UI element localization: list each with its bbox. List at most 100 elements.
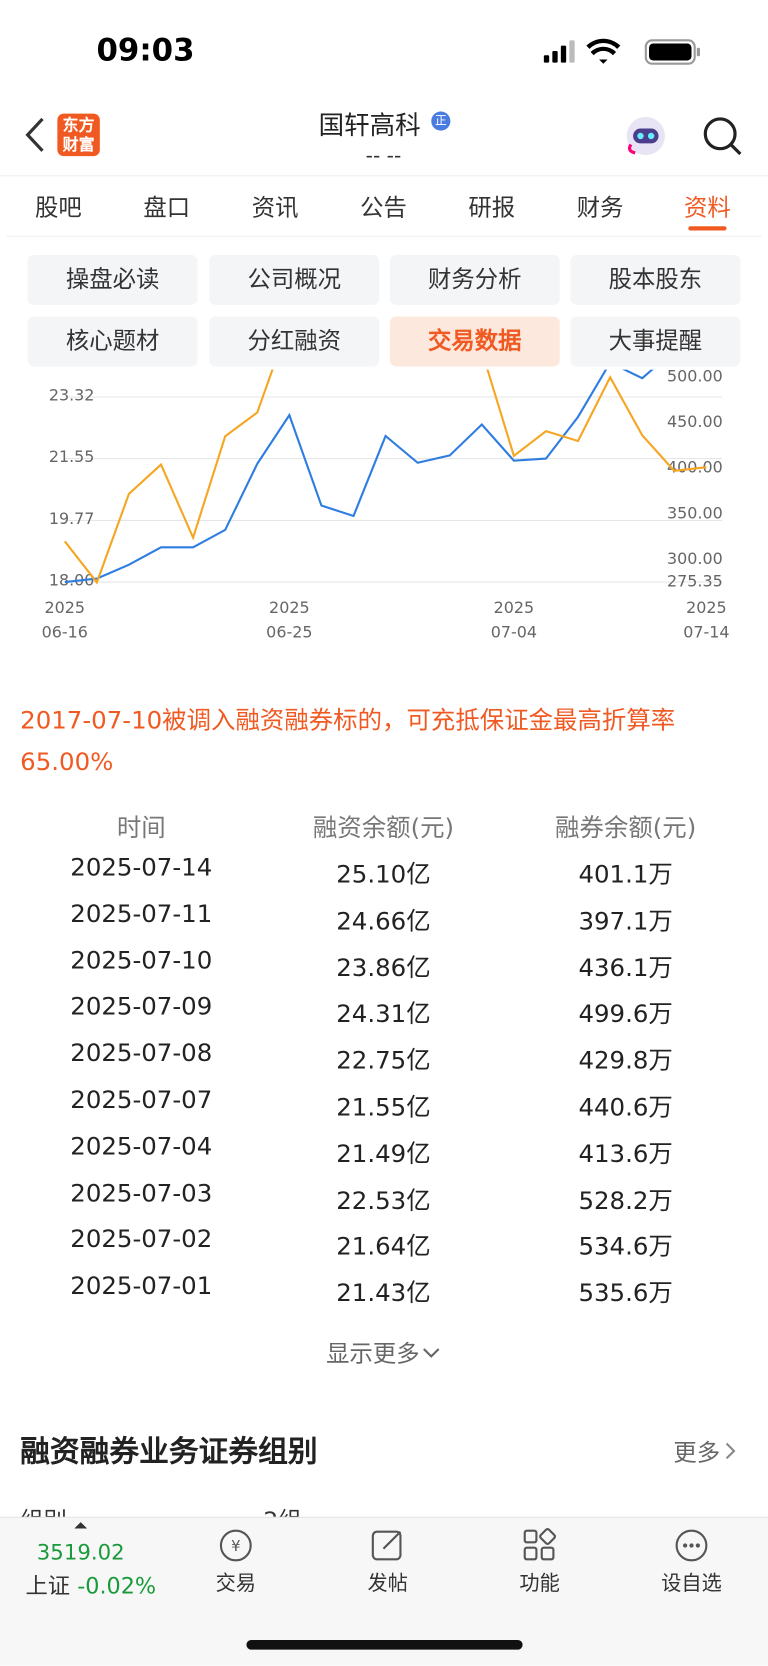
filter-button[interactable]: 分红融资 xyxy=(209,316,380,367)
table-cell: 429.8万 xyxy=(578,1047,673,1076)
series-line xyxy=(63,369,707,585)
table-cell: 397.1万 xyxy=(578,907,673,936)
divider xyxy=(6,235,762,237)
margin-note: 2017-07-10被调入融资融券标的，可充抵保证金最高折算率65.00% xyxy=(20,707,676,777)
nav-item[interactable]: 功能 xyxy=(519,1572,560,1596)
nav-item[interactable]: 发帖 xyxy=(367,1572,408,1596)
filter-button[interactable]: 财务分析 xyxy=(389,254,560,305)
table-cell: 2025-07-10 xyxy=(70,947,213,975)
stock-title: 国轩高科 xyxy=(318,110,421,141)
stock-price: -- -- xyxy=(365,144,402,168)
show-more[interactable]: 显示更多 xyxy=(326,1335,443,1369)
table-cell: 2025-07-01 xyxy=(70,1272,213,1301)
app-logo[interactable]: 东方 财富 xyxy=(57,113,100,157)
table-cell: 2025-07-11 xyxy=(70,900,213,929)
table-cell: 21.55亿 xyxy=(336,1094,431,1122)
x-tick-label: 2025 07-14 xyxy=(683,598,730,642)
table-cell: 21.49亿 xyxy=(336,1140,431,1169)
table-cell: 2025-07-09 xyxy=(70,993,213,1022)
filter-button[interactable]: 操盘必读 xyxy=(27,254,198,305)
table-cell: 534.6万 xyxy=(578,1233,673,1262)
series-line xyxy=(64,369,654,584)
y-tick-label: 18.00 xyxy=(49,571,95,590)
chevron xyxy=(423,1348,440,1358)
table-cell: 2025-07-08 xyxy=(70,1040,213,1068)
index-info[interactable]: 上证 -0.02% xyxy=(25,1569,156,1601)
table-cell: 22.53亿 xyxy=(336,1187,431,1215)
status-time: 09:03 xyxy=(96,31,195,68)
filter-button[interactable]: 核心题材 xyxy=(27,316,198,367)
table-cell: 2025-07-07 xyxy=(70,1086,213,1115)
table-cell: 25.10亿 xyxy=(336,861,431,890)
y2-tick-label: 450.00 xyxy=(667,412,723,431)
function-icon xyxy=(523,1528,557,1561)
nav-item[interactable]: 设自选 xyxy=(661,1572,722,1596)
section-more[interactable]: 更多 xyxy=(673,1434,739,1468)
search-button[interactable] xyxy=(701,115,743,157)
table-cell: 528.2万 xyxy=(578,1187,673,1215)
y-tick-label: 23.32 xyxy=(49,385,95,404)
table-cell: 24.66亿 xyxy=(336,907,431,936)
y2-tick-label: 350.00 xyxy=(667,503,723,522)
up-arrow xyxy=(74,1522,88,1529)
logo-text: 财富 xyxy=(62,134,95,155)
table-header: 融券余额(元) xyxy=(555,814,697,843)
x-tick-label: 2025 06-16 xyxy=(41,598,88,642)
svg-text:¥: ¥ xyxy=(231,1537,240,1555)
chevron xyxy=(725,1442,736,1460)
tab[interactable]: 股吧 xyxy=(35,195,82,222)
filter-button[interactable]: 公司概况 xyxy=(209,254,380,305)
table-header: 融资余额(元) xyxy=(312,814,455,843)
nav-item[interactable]: 交易 xyxy=(215,1572,256,1596)
table-cell: 24.31亿 xyxy=(336,1001,431,1029)
x-tick-label: 2025 06-25 xyxy=(266,598,313,642)
index-change: -0.02% xyxy=(77,1573,157,1599)
table-cell: 401.1万 xyxy=(578,861,673,890)
table-cell: 499.6万 xyxy=(578,1001,673,1029)
tab[interactable]: 资料 xyxy=(684,195,731,222)
tab[interactable]: 资讯 xyxy=(251,195,299,222)
filter-button[interactable]: 大事提醒 xyxy=(570,316,741,367)
show-more-text: 显示更多 xyxy=(326,1341,420,1369)
table-cell: 2025-07-03 xyxy=(70,1179,213,1208)
table-cell: 436.1万 xyxy=(578,954,673,983)
back-button[interactable] xyxy=(21,115,53,157)
section-title: 融资融券业务证券组别 xyxy=(20,1433,318,1470)
chart: 18.00 19.77 21.55 23.32 275.35 300.00 350.00 40… xyxy=(0,366,768,659)
table-cell: 440.6万 xyxy=(578,1094,673,1122)
tab-underline xyxy=(688,226,727,231)
table-cell: 2025-07-02 xyxy=(70,1226,213,1254)
y2-tick-label: 500.00 xyxy=(667,366,723,385)
filter-button[interactable]: 股本股东 xyxy=(570,254,741,305)
chart-svg: 18.00 19.77 21.55 23.32 275.35 300.00 350.00 40… xyxy=(49,366,723,591)
assistant-avatar[interactable] xyxy=(622,113,669,160)
tab[interactable]: 财务 xyxy=(576,195,624,222)
table-cell: 535.6万 xyxy=(578,1280,673,1308)
y2-tick-label: 275.35 xyxy=(667,572,723,591)
badge: 正 xyxy=(431,111,451,131)
table-cell: 22.75亿 xyxy=(336,1047,431,1076)
index-value[interactable]: 3519.02 xyxy=(36,1539,125,1565)
y2-tick-label: 300.00 xyxy=(667,549,723,568)
tab[interactable]: 公告 xyxy=(360,195,407,222)
x-tick-label: 2025 07-04 xyxy=(490,598,538,642)
trade-icon: ¥ xyxy=(219,1529,252,1562)
y2-tick-label: 400.00 xyxy=(667,458,723,477)
table-header: 时间 xyxy=(116,814,166,843)
post-icon xyxy=(371,1530,402,1561)
tab[interactable]: 盘口 xyxy=(143,195,191,222)
table-cell: 23.86亿 xyxy=(336,954,431,983)
watchlist-icon xyxy=(675,1529,708,1562)
logo-text: 东方 xyxy=(62,115,95,135)
table-cell: 2025-07-14 xyxy=(70,854,213,882)
table-cell: 21.43亿 xyxy=(336,1280,431,1308)
table-cell: 21.64亿 xyxy=(336,1233,431,1262)
status-icons xyxy=(543,38,700,65)
filter-button[interactable]: 交易数据 xyxy=(389,316,560,367)
table-cell: 413.6万 xyxy=(578,1140,673,1169)
more-text: 更多 xyxy=(673,1440,721,1467)
y-tick-label: 19.77 xyxy=(49,509,95,528)
tab[interactable]: 研报 xyxy=(468,195,516,222)
